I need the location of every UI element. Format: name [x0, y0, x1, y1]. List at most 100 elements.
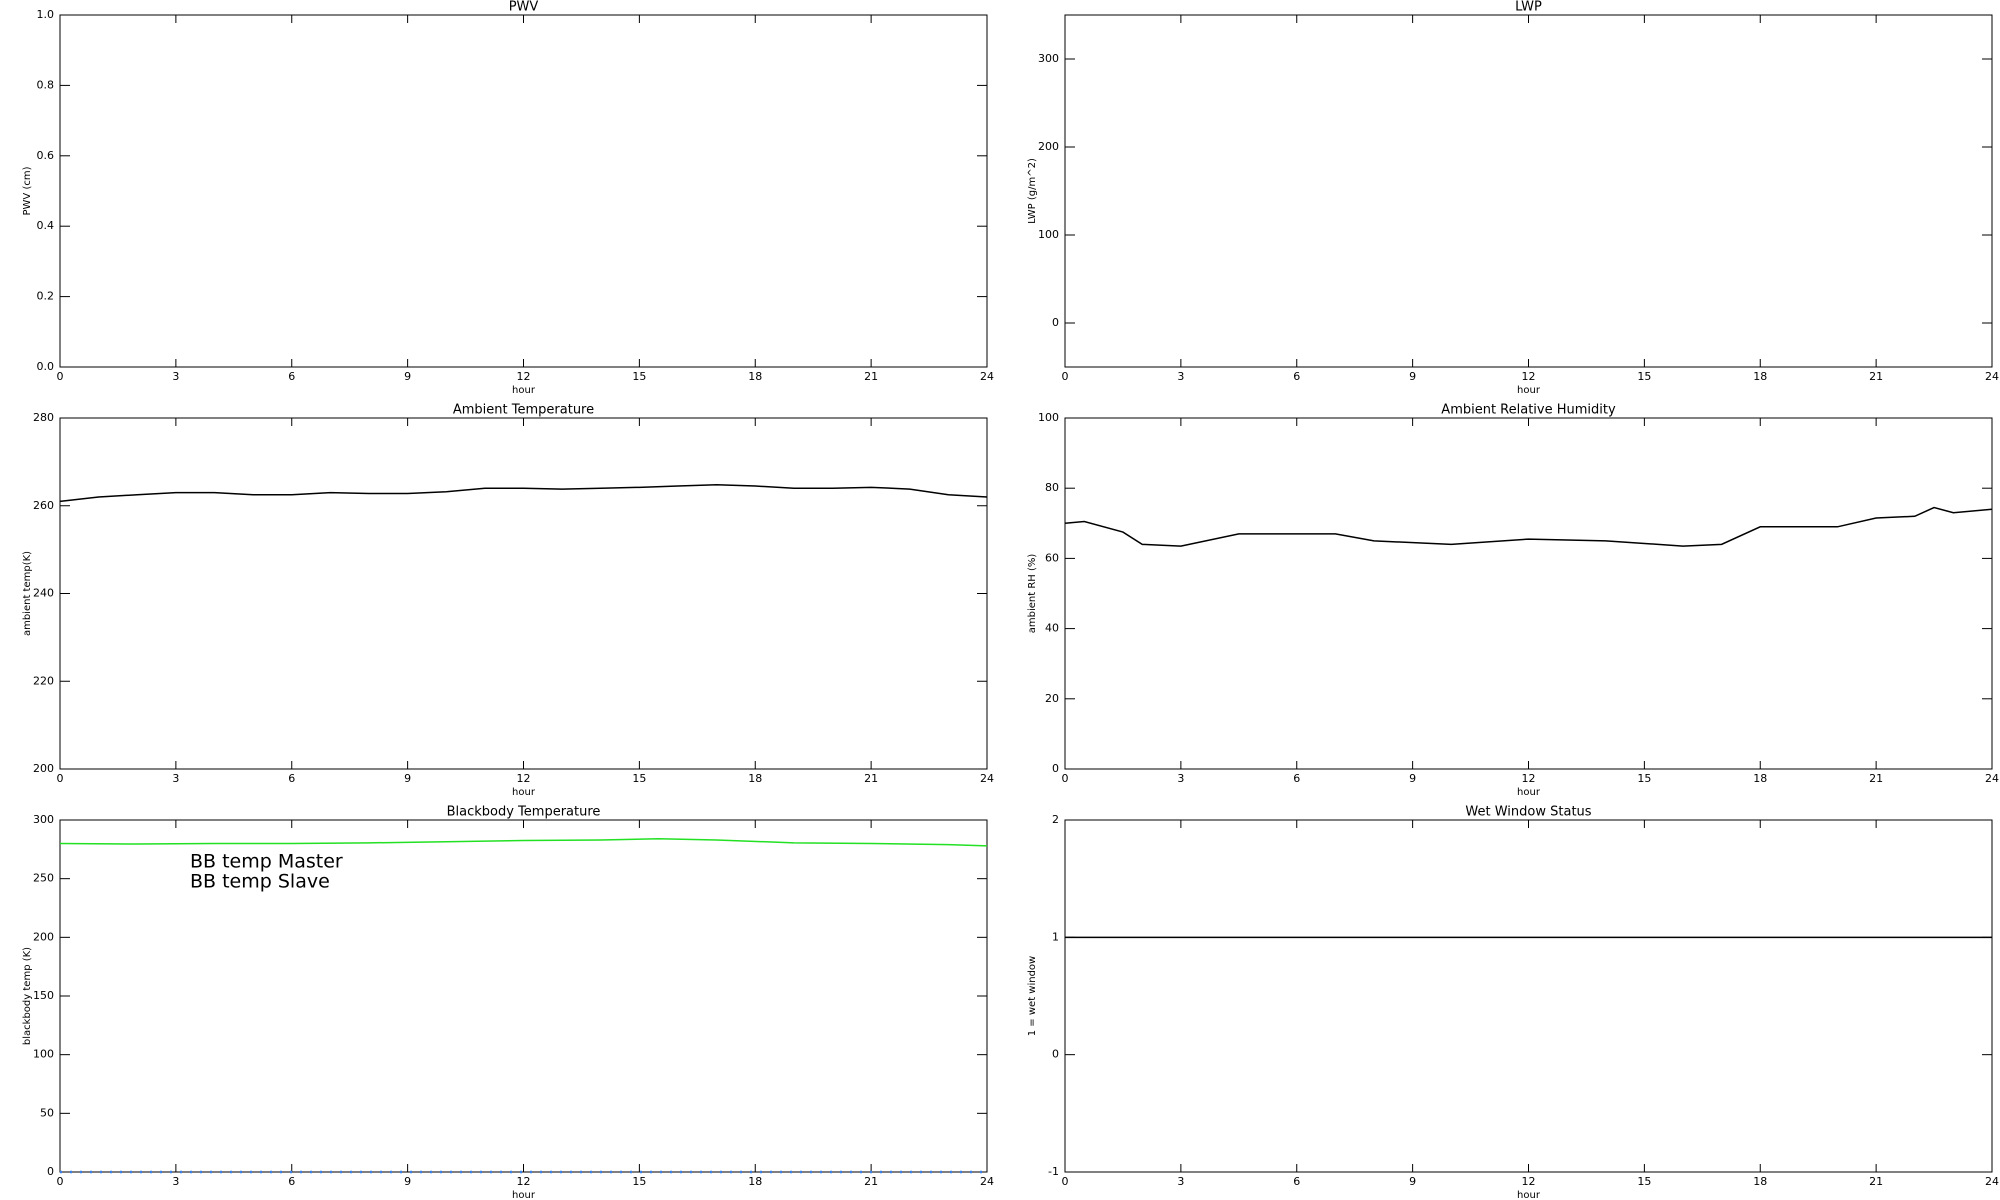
y-tick-label: 50 [40, 1106, 54, 1119]
x-tick-label: 15 [632, 772, 646, 785]
y-axis-label: PWV (cm) [22, 166, 33, 215]
y-axis-label: blackbody temp (K) [22, 947, 33, 1045]
x-tick-label: 3 [172, 1175, 179, 1188]
y-tick-label: 0 [1052, 316, 1059, 329]
y-tick-label: 100 [1038, 411, 1059, 424]
x-tick-label: 18 [1753, 1175, 1767, 1188]
y-tick-label: 80 [1045, 481, 1059, 494]
series-line [1064, 506, 1993, 547]
x-tick-label: 9 [404, 370, 411, 383]
y-tick-label: 0.2 [37, 290, 55, 303]
y-tick-label: 1.0 [37, 8, 55, 21]
y-tick-label: 2 [1052, 813, 1059, 826]
legend-entry: BB temp Slave [190, 871, 330, 893]
y-tick-label: 0 [1052, 1048, 1059, 1061]
series-line [59, 483, 988, 503]
y-tick-label: 40 [1045, 622, 1059, 635]
x-tick-label: 12 [517, 370, 531, 383]
x-tick-label: 9 [404, 1175, 411, 1188]
x-tick-label: 12 [517, 1175, 531, 1188]
legend-entry: BB temp Master [190, 851, 343, 873]
x-tick-label: 12 [1522, 1175, 1536, 1188]
chart-title: Ambient Temperature [453, 403, 594, 418]
plot-frame [1064, 417, 1993, 770]
y-tick-label: 0.4 [37, 219, 55, 232]
x-tick-label: 24 [980, 1175, 994, 1188]
chart-title: Wet Window Status [1465, 805, 1591, 820]
x-tick-label: 0 [1062, 772, 1069, 785]
x-tick-label: 15 [1637, 1175, 1651, 1188]
x-tick-label: 24 [1985, 370, 1999, 383]
x-tick-label: 18 [748, 772, 762, 785]
y-tick-label: 220 [33, 674, 54, 687]
x-axis-label: hour [1517, 1190, 1541, 1200]
x-tick-label: 0 [57, 772, 64, 785]
x-tick-label: 15 [632, 1175, 646, 1188]
x-tick-label: 0 [1062, 370, 1069, 383]
x-tick-label: 0 [1062, 1175, 1069, 1188]
y-tick-label: 200 [33, 762, 54, 775]
y-tick-label: 0 [47, 1165, 54, 1178]
x-tick-label: 6 [288, 1175, 295, 1188]
x-tick-label: 18 [1753, 370, 1767, 383]
x-tick-label: 9 [1409, 1175, 1416, 1188]
x-tick-label: 9 [1409, 370, 1416, 383]
x-tick-label: 24 [1985, 1175, 1999, 1188]
y-tick-label: 150 [33, 989, 54, 1002]
x-tick-label: 9 [1409, 772, 1416, 785]
x-tick-label: 21 [1869, 1175, 1883, 1188]
y-tick-label: -1 [1048, 1165, 1059, 1178]
y-tick-label: 200 [33, 930, 54, 943]
x-tick-label: 6 [1293, 772, 1300, 785]
chart-title: Blackbody Temperature [447, 805, 601, 820]
y-tick-label: 300 [1038, 52, 1059, 65]
x-tick-label: 6 [1293, 370, 1300, 383]
x-tick-label: 3 [1177, 772, 1184, 785]
y-tick-label: 1 [1052, 930, 1059, 943]
y-tick-label: 0.6 [37, 149, 55, 162]
x-tick-label: 6 [288, 370, 295, 383]
x-axis-label: hour [1517, 787, 1541, 798]
y-tick-label: 0.0 [37, 360, 55, 373]
x-tick-label: 3 [172, 370, 179, 383]
x-axis-label: hour [512, 385, 536, 396]
x-tick-label: 9 [404, 772, 411, 785]
chart-title: LWP [1515, 0, 1542, 15]
y-tick-label: 100 [1038, 228, 1059, 241]
x-tick-label: 24 [980, 772, 994, 785]
y-tick-label: 100 [33, 1048, 54, 1061]
x-axis-label: hour [512, 1190, 536, 1200]
x-tick-label: 0 [57, 370, 64, 383]
series-line [59, 838, 988, 847]
y-tick-label: 0.8 [37, 78, 55, 91]
x-tick-label: 15 [1637, 370, 1651, 383]
y-tick-label: 200 [1038, 140, 1059, 153]
plot-frame [59, 417, 988, 770]
x-tick-label: 21 [1869, 370, 1883, 383]
y-tick-label: 240 [33, 587, 54, 600]
y-tick-label: 280 [33, 411, 54, 424]
x-tick-label: 6 [288, 772, 295, 785]
plot-frame [59, 14, 988, 368]
x-tick-label: 15 [1637, 772, 1651, 785]
x-tick-label: 21 [864, 370, 878, 383]
x-tick-label: 12 [1522, 772, 1536, 785]
x-tick-label: 3 [172, 772, 179, 785]
chart-title: Ambient Relative Humidity [1441, 403, 1616, 418]
plot-frame [1064, 819, 1993, 1173]
x-tick-label: 6 [1293, 1175, 1300, 1188]
y-tick-label: 0 [1052, 762, 1059, 775]
x-axis-label: hour [1517, 385, 1541, 396]
y-tick-label: 260 [33, 499, 54, 512]
chart-title: PWV [509, 0, 539, 15]
x-tick-label: 15 [632, 370, 646, 383]
x-tick-label: 18 [1753, 772, 1767, 785]
y-tick-label: 300 [33, 813, 54, 826]
x-tick-label: 18 [748, 1175, 762, 1188]
x-tick-label: 24 [980, 370, 994, 383]
y-axis-label: 1 = wet window [1027, 956, 1038, 1036]
x-tick-label: 3 [1177, 1175, 1184, 1188]
y-tick-label: 250 [33, 872, 54, 885]
y-axis-label: ambient temp(K) [22, 551, 33, 636]
